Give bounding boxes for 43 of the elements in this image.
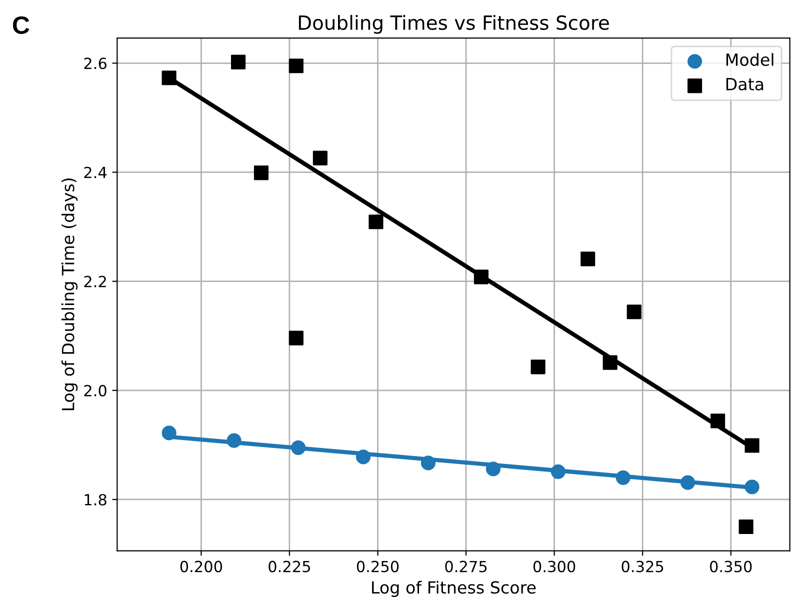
x-tick-label: 0.250 xyxy=(356,560,399,572)
chart-title: Doubling Times vs Fitness Score xyxy=(298,14,609,34)
point xyxy=(288,330,304,346)
x-tick-label: 0.275 xyxy=(445,560,487,572)
point xyxy=(580,252,596,266)
point xyxy=(550,464,566,479)
point xyxy=(710,414,726,428)
y-axis-title: Log of Doubling Time (days) xyxy=(61,178,78,410)
y-tick-label: 2.0 xyxy=(84,384,106,396)
x-axis-title: Log of Fitness Score xyxy=(372,580,536,597)
x-tick-label: 0.350 xyxy=(710,560,752,572)
y-tick-label: 2.4 xyxy=(84,166,107,178)
point xyxy=(288,58,304,74)
point xyxy=(602,355,618,370)
point xyxy=(162,70,176,86)
x-tick-label: 0.200 xyxy=(180,560,222,572)
x-tick-label: 0.225 xyxy=(268,560,310,572)
y-tick-label: 2.2 xyxy=(84,276,106,288)
point xyxy=(738,519,754,534)
legend-label: Data xyxy=(726,78,764,90)
point xyxy=(230,54,246,70)
x-tick-label: 0.325 xyxy=(622,560,664,572)
y-tick-label: 2.6 xyxy=(84,58,106,70)
point xyxy=(162,426,176,440)
x-tick-label: 0.300 xyxy=(533,560,576,572)
point xyxy=(474,270,488,284)
point xyxy=(312,150,328,166)
point xyxy=(744,438,760,453)
text: C xyxy=(12,16,30,34)
point xyxy=(680,475,696,490)
point xyxy=(291,440,306,455)
point xyxy=(486,462,500,476)
legend-label: Model xyxy=(726,53,774,66)
point xyxy=(420,456,436,470)
point xyxy=(616,470,630,485)
point xyxy=(530,360,546,374)
y-tick-label: 1.8 xyxy=(84,494,106,506)
point xyxy=(254,166,269,180)
point xyxy=(356,450,371,464)
point xyxy=(368,214,384,230)
point xyxy=(626,304,642,320)
point xyxy=(744,480,760,494)
point xyxy=(226,433,242,448)
